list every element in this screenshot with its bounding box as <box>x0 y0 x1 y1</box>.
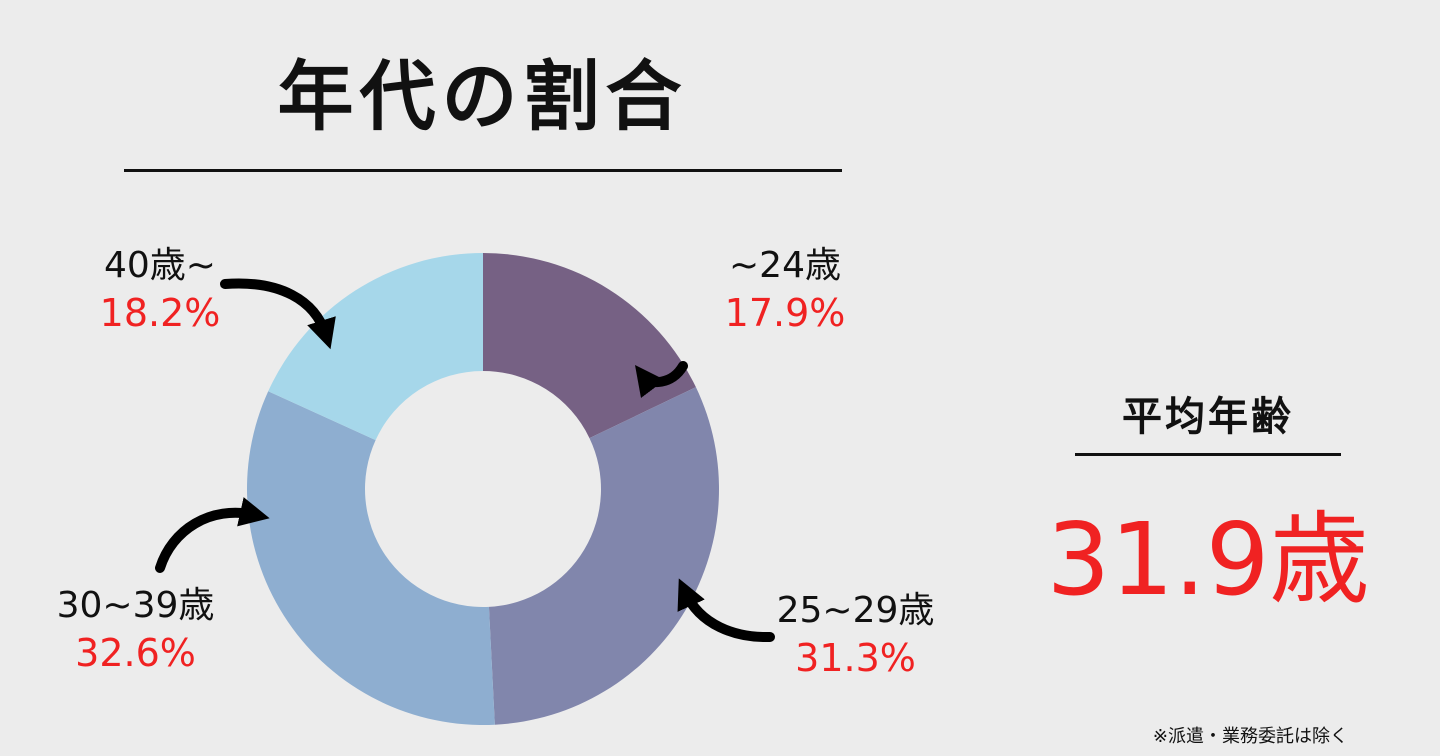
average-age-underline <box>1075 453 1341 456</box>
percent-label: 18.2% <box>99 291 221 336</box>
percent-label: 17.9% <box>724 291 846 336</box>
label-under-24: ~24歳 17.9% <box>710 245 860 336</box>
footnote: ※派遣・業務委託は除く <box>1152 726 1348 747</box>
label-40-over: 40歳~ 18.2% <box>85 245 235 336</box>
average-age-title: 平均年齢 <box>1122 394 1294 440</box>
arrow-40-over <box>220 278 336 350</box>
donut-slice-3 <box>246 391 495 725</box>
category-label: ~24歳 <box>729 245 841 286</box>
category-label: 30~39歳 <box>56 585 215 626</box>
label-30-39: 30~39歳 32.6% <box>38 585 233 676</box>
arrow-under-24 <box>634 361 688 399</box>
arrow-25-29 <box>677 578 775 643</box>
category-label: 40歳~ <box>104 245 216 286</box>
percent-label: 31.3% <box>795 636 916 681</box>
percent-label: 32.6% <box>75 631 196 676</box>
average-age-value: 31.9歳 <box>1046 501 1370 618</box>
category-label: 25~29歳 <box>776 590 935 631</box>
arrow-30-39 <box>155 497 270 573</box>
title-underline <box>124 169 842 172</box>
donut-slice-2 <box>488 387 720 725</box>
chart-title: 年代の割合 <box>277 52 688 141</box>
label-25-29: 25~29歳 31.3% <box>758 590 953 681</box>
donut-slice-4 <box>268 253 483 441</box>
